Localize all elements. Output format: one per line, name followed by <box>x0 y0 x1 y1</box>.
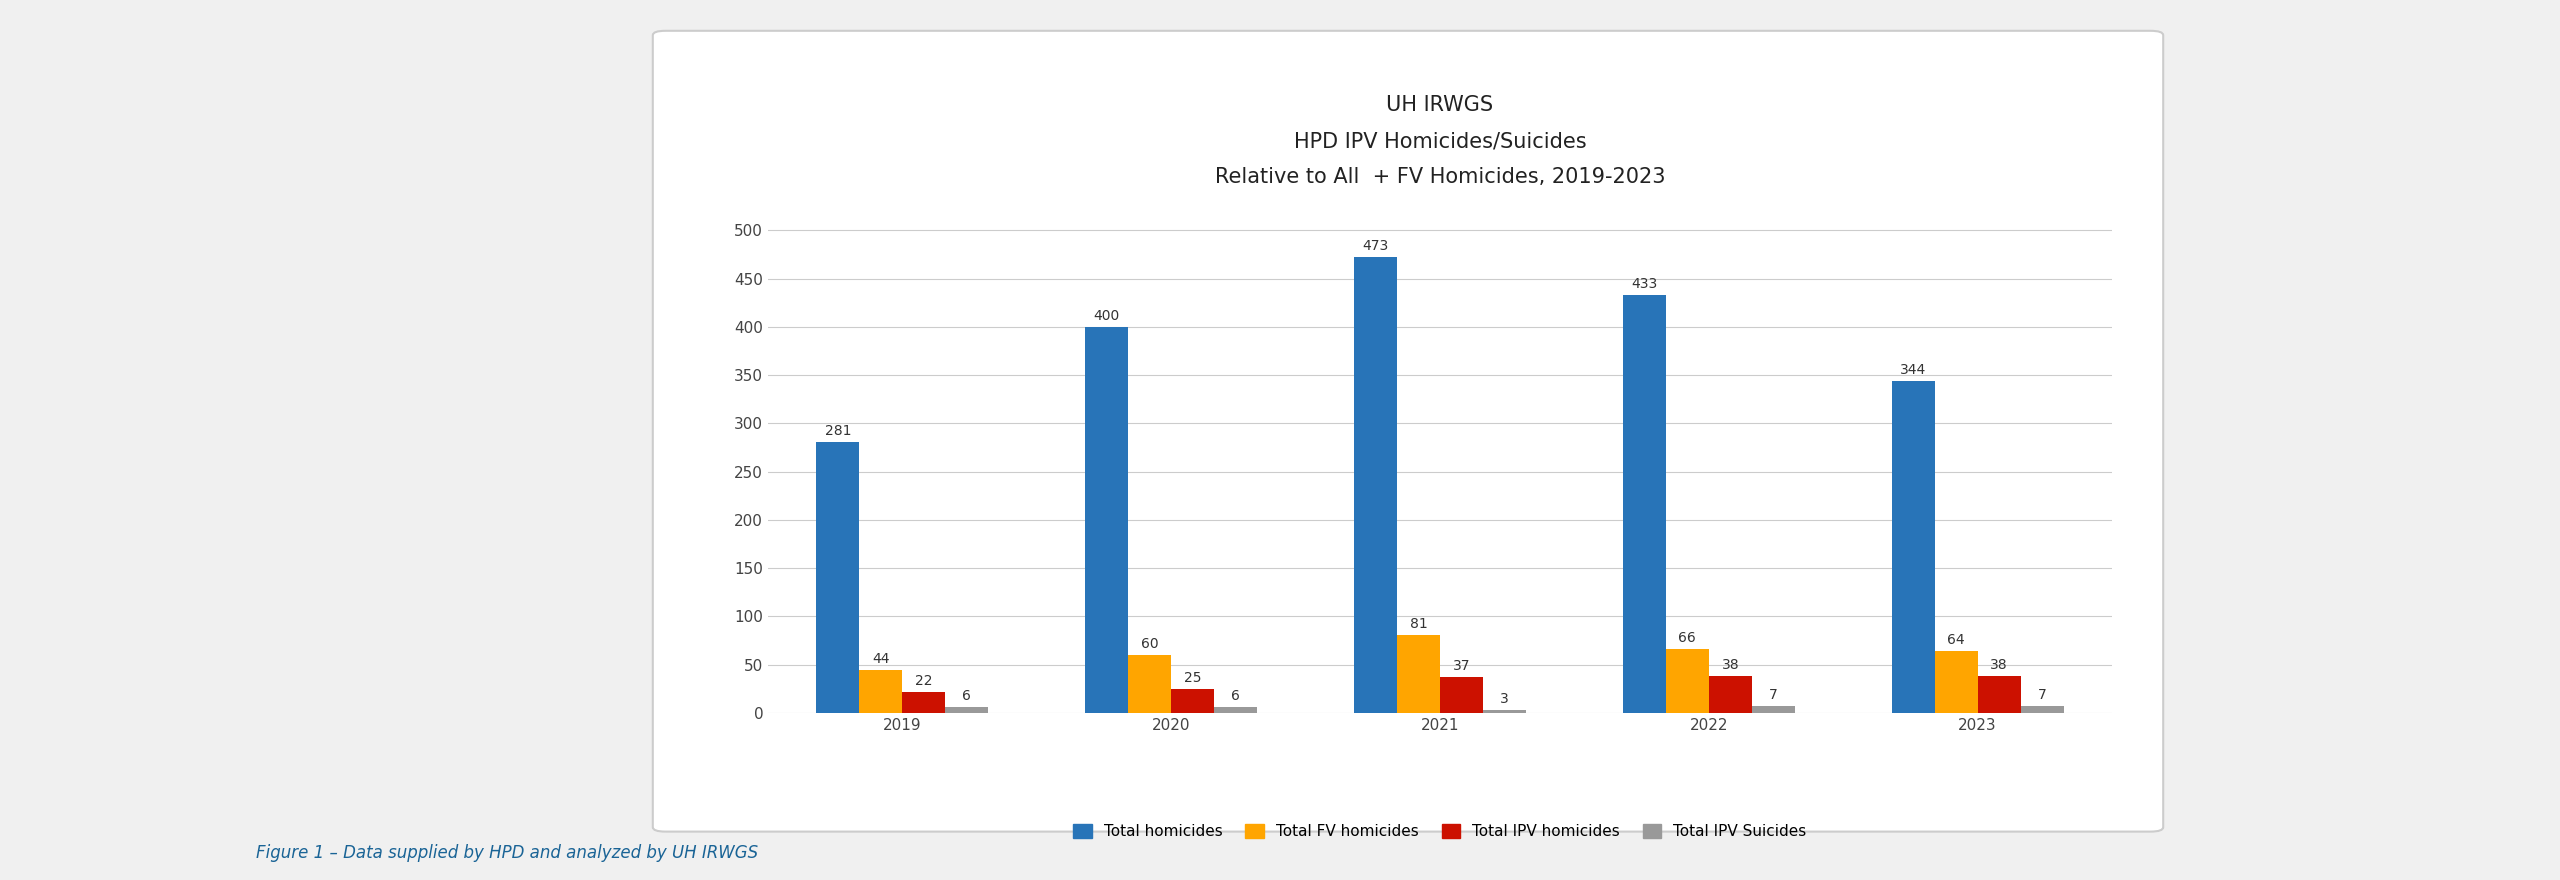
Text: 44: 44 <box>873 652 891 666</box>
Text: 473: 473 <box>1362 238 1388 253</box>
Text: 433: 433 <box>1631 277 1656 291</box>
Text: 400: 400 <box>1093 309 1119 323</box>
Bar <box>1172 689 1213 713</box>
Text: 22: 22 <box>914 674 932 688</box>
Bar <box>2020 706 2063 713</box>
Text: 6: 6 <box>1231 689 1239 703</box>
Text: 38: 38 <box>1720 658 1738 672</box>
Bar <box>1623 295 1667 713</box>
Text: 3: 3 <box>1500 692 1508 706</box>
Bar <box>1439 677 1482 713</box>
Text: 7: 7 <box>2038 688 2045 702</box>
Bar <box>1751 706 1795 713</box>
Text: 60: 60 <box>1142 637 1160 651</box>
Text: Figure 1 – Data supplied by HPD and analyzed by UH IRWGS: Figure 1 – Data supplied by HPD and anal… <box>256 844 758 862</box>
Text: 344: 344 <box>1900 363 1925 378</box>
Bar <box>1354 257 1398 713</box>
Legend: Total homicides, Total FV homicides, Total IPV homicides, Total IPV Suicides: Total homicides, Total FV homicides, Tot… <box>1068 818 1812 846</box>
Bar <box>1213 707 1257 713</box>
Bar <box>817 442 860 713</box>
Bar <box>1129 655 1172 713</box>
Text: 37: 37 <box>1452 659 1469 673</box>
Bar <box>1710 676 1751 713</box>
Text: 25: 25 <box>1183 671 1201 685</box>
Bar <box>945 707 988 713</box>
Text: 66: 66 <box>1679 631 1697 645</box>
Bar <box>1935 651 1979 713</box>
Bar <box>1085 327 1129 713</box>
Text: 64: 64 <box>1948 634 1966 647</box>
Text: 281: 281 <box>824 424 850 438</box>
Bar <box>904 692 945 713</box>
Text: 38: 38 <box>1989 658 2007 672</box>
Bar <box>1398 634 1439 713</box>
Title: UH IRWGS
HPD IPV Homicides/Suicides
Relative to All  + FV Homicides, 2019-2023: UH IRWGS HPD IPV Homicides/Suicides Rela… <box>1216 95 1664 187</box>
Bar <box>1892 381 1935 713</box>
Bar <box>1482 710 1526 713</box>
Text: 81: 81 <box>1411 617 1428 631</box>
Text: 7: 7 <box>1769 688 1777 702</box>
Text: 6: 6 <box>963 689 970 703</box>
Bar <box>1976 676 2020 713</box>
Bar <box>1667 649 1710 713</box>
Bar <box>860 671 904 713</box>
